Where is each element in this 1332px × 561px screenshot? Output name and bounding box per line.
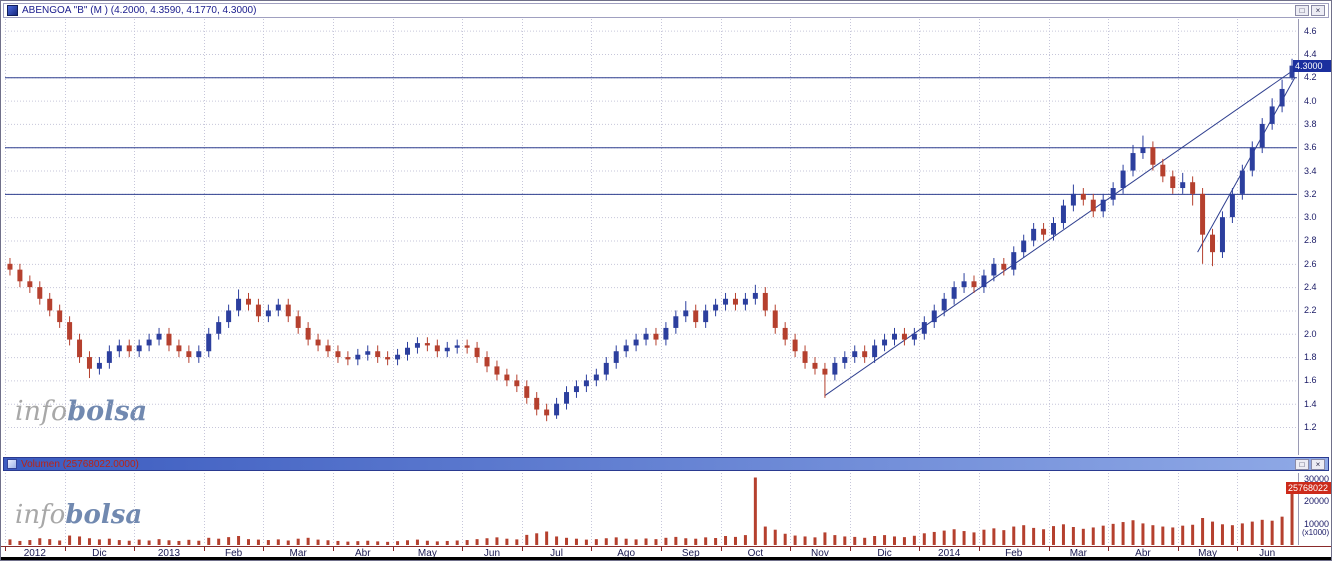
volume-unit-label: (x1000) — [1302, 528, 1330, 537]
candlesticks — [7, 58, 1295, 422]
volume-window-icon[interactable] — [7, 459, 17, 469]
maximize-icon[interactable]: □ — [1295, 458, 1309, 470]
volume-gridlines — [5, 473, 1238, 545]
last-price-tag: 4.3000 — [1293, 59, 1331, 72]
volume-chart-area[interactable] — [5, 473, 1297, 545]
x-axis-month-label: Jun — [1259, 548, 1276, 559]
x-axis-month-label: Mar — [1069, 548, 1087, 559]
price-gridlines — [5, 19, 1297, 455]
price-pane-title: ABENGOA "B" (M ) (4.2000, 4.3590, 4.1770… — [22, 5, 257, 16]
price-axis-label: 2.0 — [1304, 328, 1317, 339]
price-axis-label: 2.8 — [1304, 235, 1317, 246]
x-axis-month-label: Mar — [289, 548, 307, 559]
volume-bars — [8, 477, 1294, 545]
price-axis-label: 1.2 — [1304, 422, 1317, 433]
volume-window-buttons: □ × — [1295, 458, 1325, 470]
x-axis-month-label: Ago — [617, 548, 636, 559]
x-axis-tick — [333, 547, 334, 551]
x-axis-tick — [134, 547, 135, 551]
price-axis-label: 4.4 — [1304, 48, 1317, 59]
x-axis-tick — [522, 547, 523, 551]
x-axis-tick — [850, 547, 851, 551]
time-axis: 2012 Dic 2013 Feb Mar Abr May Jun Jul Ago Sep Oct No… — [1, 546, 1331, 560]
x-axis-month-label: Nov — [811, 548, 829, 559]
x-axis-tick — [65, 547, 66, 551]
price-axis-label: 2.6 — [1304, 258, 1317, 269]
price-pane-titlebar[interactable]: ABENGOA "B" (M ) (4.2000, 4.3590, 4.1770… — [3, 3, 1329, 18]
volume-chart-canvas[interactable] — [5, 473, 1297, 545]
x-axis-month-label: Dic — [877, 548, 892, 559]
price-axis-label: 4.6 — [1304, 25, 1317, 36]
price-axis-label: 2.2 — [1304, 305, 1317, 316]
x-axis-month-label: Sep — [681, 548, 700, 559]
price-window-buttons: □ × — [1295, 5, 1325, 16]
x-axis-month-label: 2012 — [23, 548, 46, 559]
maximize-icon[interactable]: □ — [1295, 5, 1309, 16]
price-chart-area[interactable] — [5, 19, 1297, 455]
price-axis-label: 1.4 — [1304, 398, 1317, 409]
volume-axis-label: 20000 — [1304, 496, 1330, 506]
price-axis-label: 4.2 — [1304, 72, 1317, 83]
price-axis-label: 3.8 — [1304, 118, 1317, 129]
price-axis: 4.3000 4.6 4.4 4.2 4.0 3.8 3.6 3.4 3.2 3.0 2.8 2.6… — [1293, 19, 1331, 455]
close-icon[interactable]: × — [1311, 5, 1325, 16]
price-chart-canvas[interactable] — [5, 19, 1297, 455]
price-axis-label: 4.0 — [1304, 95, 1317, 106]
price-axis-label: 2.4 — [1304, 282, 1317, 293]
x-axis-tick — [1178, 547, 1179, 551]
x-axis-month-label: 2014 — [938, 548, 961, 559]
x-axis-month-label: Abr — [355, 548, 371, 559]
x-axis-month-label: Feb — [224, 548, 243, 559]
price-axis-label: 1.6 — [1304, 375, 1317, 386]
close-icon[interactable]: × — [1311, 458, 1325, 470]
x-axis-month-label: Jul — [550, 548, 563, 559]
x-axis-tick — [979, 547, 980, 551]
x-axis-tick — [5, 547, 6, 551]
x-axis-month-label: Jun — [483, 548, 501, 559]
x-axis-month-label: Feb — [1005, 548, 1023, 559]
x-axis-month-label: Dic — [92, 548, 107, 559]
price-axis-label: 3.2 — [1304, 188, 1317, 199]
x-axis-month-label: May — [1198, 548, 1217, 559]
volume-axis: 25768022 (x1000) 30000 20000 10000 — [1286, 473, 1331, 545]
x-axis-month-label: Abr — [1135, 548, 1151, 559]
price-axis-label: 3.0 — [1304, 212, 1317, 223]
volume-pane-title: Volumen (25768022.0000) — [21, 458, 139, 470]
x-axis-tick — [462, 547, 463, 551]
x-axis-tick — [661, 547, 662, 551]
x-axis-month-label: Oct — [747, 548, 764, 559]
volume-axis-label: 30000 — [1304, 473, 1330, 484]
x-axis-tick — [204, 547, 205, 551]
x-axis-tick — [1237, 547, 1238, 551]
x-axis-tick — [263, 547, 264, 551]
x-axis-tick — [591, 547, 592, 551]
price-axis-label: 3.4 — [1304, 165, 1317, 176]
x-axis-tick — [393, 547, 394, 551]
screen-edge — [1, 557, 1331, 560]
volume-pane-titlebar[interactable]: Volumen (25768022.0000) □ × — [3, 457, 1329, 471]
x-axis-tick — [721, 547, 722, 551]
x-axis-tick — [1108, 547, 1109, 551]
last-volume-tag: 25768022 — [1286, 482, 1331, 495]
window-icon[interactable] — [7, 5, 18, 16]
price-axis-label: 1.8 — [1304, 352, 1317, 363]
price-axis-label: 3.6 — [1304, 142, 1317, 153]
x-axis-month-label: May — [417, 548, 437, 559]
x-axis-tick — [1049, 547, 1050, 551]
x-axis-tick — [790, 547, 791, 551]
horizontal-level-lines[interactable] — [5, 77, 1297, 195]
x-axis-month-label: 2013 — [157, 548, 181, 559]
x-axis-tick — [919, 547, 920, 551]
trendlines[interactable] — [824, 66, 1297, 396]
volume-axis-label: 10000 — [1304, 518, 1330, 529]
